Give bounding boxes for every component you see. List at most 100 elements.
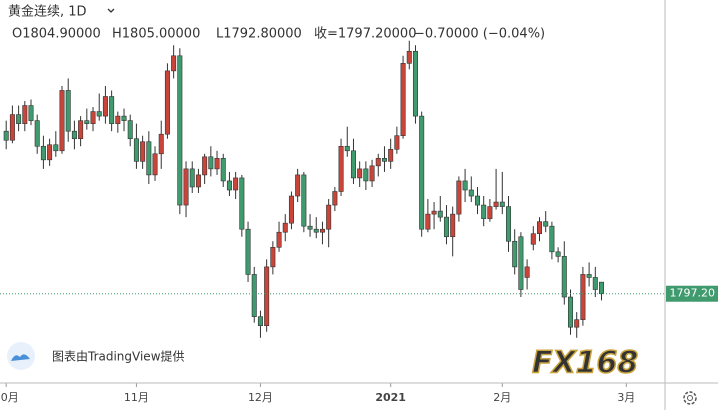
candle-body (127, 120, 133, 140)
candle-body (171, 55, 177, 72)
ohlc-value: H1805.00000 (112, 27, 200, 42)
candle-body (202, 156, 208, 176)
price-label: 1797.20 (670, 287, 716, 300)
candle-body (257, 316, 263, 327)
candle-body (363, 168, 369, 182)
candle-body (109, 96, 115, 124)
candle-body (443, 216, 449, 238)
candle-body (307, 225, 313, 230)
candle-body (177, 55, 183, 206)
candle-body (208, 156, 214, 170)
candle-body (140, 141, 146, 162)
candle-body (574, 319, 580, 328)
candle-body (319, 228, 325, 233)
ohlc-value: O1804.90000 (12, 27, 101, 42)
candle-body (295, 174, 301, 197)
candle-body (592, 277, 598, 290)
candle-body (512, 240, 518, 268)
candle-body (394, 135, 400, 150)
candle-body (276, 231, 282, 248)
symbol-menu[interactable] (107, 8, 115, 13)
candle-body (102, 96, 108, 117)
settings-icon[interactable] (683, 391, 697, 405)
candle-body (301, 174, 307, 227)
x-tick-label: 10月 (0, 391, 19, 404)
candle-body (437, 210, 443, 218)
watermark: 图表由TradingView提供 (52, 349, 185, 364)
candle-body (3, 130, 9, 141)
candle-body (189, 168, 195, 188)
candle-body (350, 150, 356, 179)
candle-body (549, 225, 555, 253)
tradingview-logo (7, 342, 35, 370)
candle-body (133, 138, 139, 162)
ohlc-value: −0.70000 (−0.04%) (414, 27, 545, 42)
candle-body (214, 158, 220, 170)
candle-body (580, 274, 586, 320)
candle-body (313, 228, 319, 233)
candle-body (9, 114, 15, 141)
candle-body (530, 233, 536, 245)
candle-body (220, 158, 226, 182)
candle-body (71, 130, 77, 140)
candle-body (270, 246, 276, 268)
candle-body (96, 111, 102, 117)
candle-body (78, 120, 84, 140)
candle-body (357, 168, 363, 179)
candle-body (481, 204, 487, 219)
candle-body (338, 145, 344, 192)
candle-body (599, 281, 605, 295)
candle-body (158, 133, 164, 155)
candle-body (65, 90, 71, 132)
candle-body (326, 204, 332, 230)
candle-body (288, 195, 294, 224)
candle-body (47, 144, 53, 161)
candle-body (474, 195, 480, 206)
candle-body (543, 221, 549, 227)
candle-body (493, 201, 499, 207)
x-tick-label: 2月 (493, 391, 511, 404)
candle-body (332, 191, 338, 206)
candle-body (264, 266, 270, 327)
candle-body (59, 90, 65, 152)
candle-body (524, 266, 530, 278)
candle-body (164, 70, 170, 135)
candle-body (518, 236, 524, 290)
candle-body (152, 153, 158, 176)
x-tick-label: 3月 (617, 391, 635, 404)
x-tick-label: 12月 (248, 391, 273, 404)
candle-body (369, 165, 375, 182)
candle-body (239, 177, 245, 230)
candle-body (344, 145, 350, 152)
candle-body (146, 141, 152, 176)
candle-body (183, 168, 189, 206)
candle-body (226, 180, 232, 191)
candle-body (505, 206, 511, 242)
candle-body (555, 251, 561, 257)
candle-body (431, 210, 437, 215)
candle-body (22, 105, 28, 124)
chart-title: 黄金连续, 1D (8, 4, 87, 20)
candle-body (282, 222, 288, 233)
candle-body (456, 180, 462, 215)
candle-body (406, 50, 412, 64)
candle-body (28, 105, 34, 121)
logo: FX168 (532, 346, 638, 381)
candle-body (115, 115, 121, 124)
candle-body (233, 177, 239, 191)
candle-body (425, 213, 431, 230)
candle-body (16, 114, 22, 124)
candle-body (53, 144, 59, 152)
candle-body (84, 120, 90, 124)
x-tick-label: 11月 (124, 391, 149, 404)
candle-body (381, 158, 387, 162)
candle-body (568, 296, 574, 328)
candle-body (400, 63, 406, 137)
candle-body (40, 145, 46, 161)
candle-body (121, 115, 127, 121)
candle-body (536, 221, 542, 235)
plot: 10月 11月 12月 2021 2月 3月 (0, 40, 666, 404)
candle-body (34, 120, 40, 147)
candle-body (487, 206, 493, 219)
